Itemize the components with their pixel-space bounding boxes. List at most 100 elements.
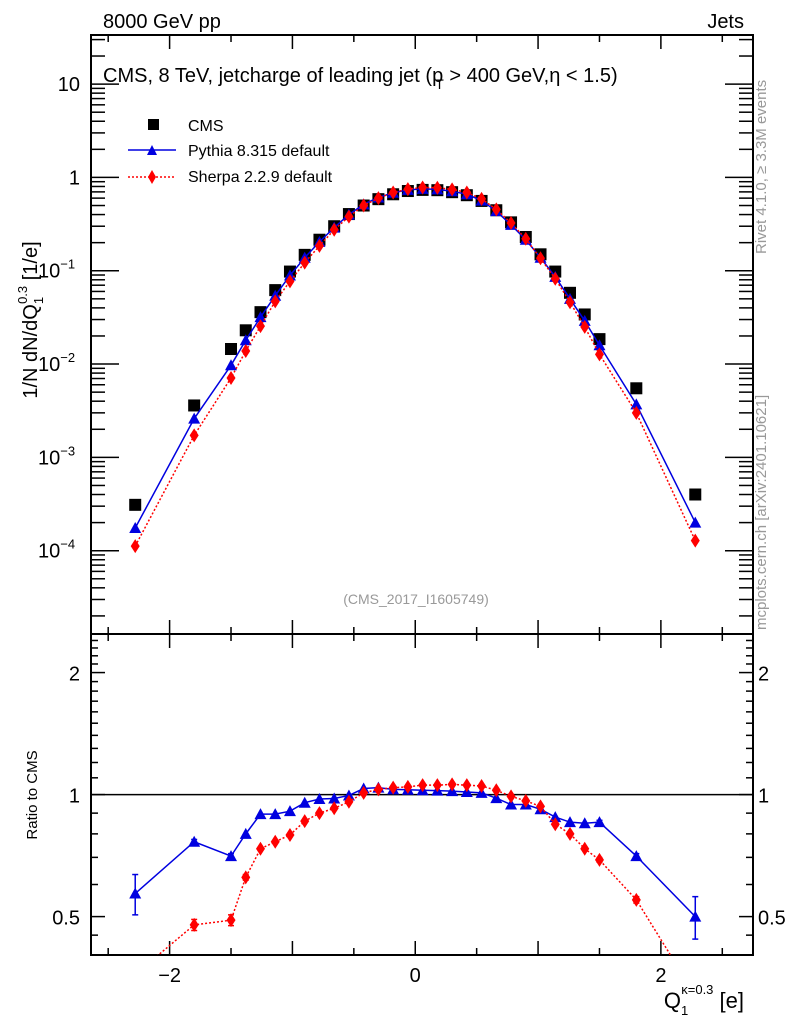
y-tick-label: 1 [69,167,80,189]
ratio-point [129,887,142,899]
ratio-point [477,778,487,793]
data-point [536,251,546,266]
y-tick-label: 10−4 [38,537,75,563]
ratio-point [490,792,503,804]
ratio-point [578,817,591,829]
x-tick-labels: −2 0 2 [158,965,666,987]
y-tick-label: 2 [69,664,80,686]
data-point [388,185,398,200]
data-point [594,347,604,362]
series-square [129,183,702,511]
data-point [491,202,501,217]
data-point [255,319,265,334]
data-point [521,231,531,246]
ratio-point [631,892,641,907]
x-axis-label: Q1 κ=0.3 [e] [664,982,744,1018]
data-point [226,370,236,385]
data-point [129,498,142,511]
ratio-point [314,806,324,821]
ratio-point [359,785,369,800]
ratio-point [388,780,398,795]
ratio-point [269,808,282,820]
data-point [241,344,251,359]
ratio-point [565,826,575,841]
y-tick-label-right: 2 [758,664,769,686]
data-point [254,311,267,323]
x-label-sup: κ=0.3 [681,982,713,997]
y-tick-label: 10−3 [38,443,75,469]
legend-sherpa-label: Sherpa 2.2.9 default [188,169,333,186]
ratio-point [225,850,238,862]
data-point [239,334,252,346]
legend-cms-marker [148,119,159,130]
x-tick-label: 0 [410,965,421,987]
data-point [689,516,702,528]
ratio-point [239,827,252,839]
data-point [188,412,201,424]
ratio-series-triangle [129,781,702,940]
ratio-point [329,801,339,816]
data-point [580,319,590,334]
data-point [130,539,140,554]
data-point [239,324,252,337]
y-tick-base: 10 [38,261,60,283]
data-point [270,294,280,309]
y-label-sub: 1 [31,297,46,304]
series-diamond [130,180,700,554]
ratio-point [491,783,501,798]
data-point [690,533,700,548]
header-right-label: Jets [707,11,744,33]
y-tick-label: 0.5 [52,908,80,930]
ratio-series-layer [129,777,702,955]
legend-sherpa-marker [148,170,156,184]
data-point [477,191,487,206]
ratio-point [285,827,295,842]
data-point [188,399,201,412]
data-point [565,295,575,310]
ratio-point [550,817,560,832]
series-line [134,188,696,529]
ratio-point [593,816,606,828]
ratio-point [403,779,413,794]
x-label-main: Q [664,988,681,1013]
data-point [285,274,295,289]
x-label-sub: 1 [681,1003,688,1018]
ratio-point [462,778,472,793]
ratio-point [549,811,562,823]
y-label-sup: 0.3 [15,286,30,304]
plot-title: CMS, 8 TeV, jetcharge of leading jet (pT… [103,65,618,92]
ratio-point [226,913,236,928]
y-tick-base: 10 [38,354,60,376]
ratio-point [373,782,383,797]
y-tick-label-right: 0.5 [758,908,786,930]
ratio-point [344,794,354,809]
data-point [344,209,354,224]
y-tick-label-right: 1 [758,786,769,808]
ratio-point [328,792,341,804]
y-label-unit: [1/e] [20,241,42,285]
ratio-point [580,841,590,856]
data-point [403,182,413,197]
plot-title-main: CMS, 8 TeV, jetcharge of leading jet (p [103,65,443,87]
data-point [506,215,516,230]
x-label-unit: [e] [713,988,744,1013]
plot-title-rest: > 400 GeV,η < 1.5) [444,65,618,87]
ratio-point [630,850,643,862]
y-tick-exponent: −4 [60,537,75,552]
legend-pythia-marker [147,145,157,155]
data-point [189,428,199,443]
series-triangle [129,182,702,534]
ratio-point [270,834,280,849]
legend-cms-label: CMS [188,118,224,135]
ratio-point [283,805,296,817]
data-point [447,182,457,197]
ratio-point [432,778,442,793]
ratio-line [134,786,696,918]
data-point [225,359,238,371]
x-tick-label: 2 [655,965,666,987]
ratio-point [521,793,531,808]
ratio-point [300,814,310,829]
ratio-series-group [129,777,702,955]
y-tick-label: 1 [69,786,80,808]
